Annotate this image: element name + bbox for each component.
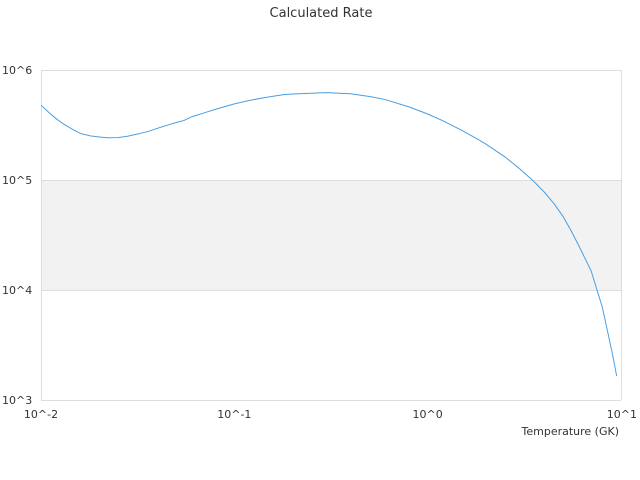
y-tick-label: 10^6 (2, 64, 32, 77)
y-axis-ticks: 10^3 10^4 10^5 10^6 (2, 64, 32, 407)
y-tick-label: 10^4 (2, 284, 32, 297)
x-tick-label: 10^0 (413, 408, 443, 421)
x-axis-label: Temperature (GK) (521, 425, 620, 438)
x-tick-label: 10^-2 (24, 408, 58, 421)
grid-lines (41, 70, 622, 401)
x-axis-ticks: 10^-2 10^-1 10^0 10^1 (24, 408, 637, 421)
x-tick-label: 10^-1 (217, 408, 251, 421)
y-tick-label: 10^3 (2, 394, 32, 407)
chart-title: Calculated Rate (270, 6, 373, 21)
y-tick-label: 10^5 (2, 174, 32, 187)
series-line (40, 92, 618, 377)
shaded-band (41, 180, 621, 290)
x-tick-label: 10^1 (607, 408, 637, 421)
